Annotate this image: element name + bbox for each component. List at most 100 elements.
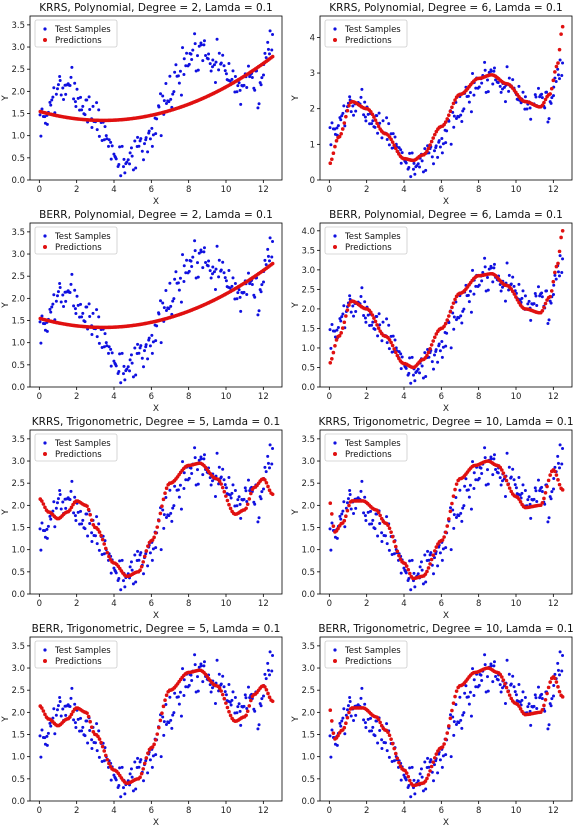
sample-point [130,154,134,158]
sample-point [489,664,493,668]
sample-point [348,488,352,492]
sample-point [231,276,235,280]
sample-point [552,477,556,481]
sample-point [517,84,521,88]
sample-point [209,276,213,280]
sample-point [511,674,515,678]
sample-point [264,56,268,60]
sample-point [97,108,101,112]
prediction-point [161,497,166,502]
prediction-point [249,491,253,496]
sample-point [58,281,62,285]
sample-point [377,111,381,115]
sample-point [59,507,63,511]
legend-label: Predictions [345,657,392,667]
prediction-point [448,109,453,114]
sample-point [217,51,221,55]
sample-point [540,490,544,494]
y-tick-label: 1.0 [301,546,315,556]
sample-point [97,522,101,526]
prediction-point [515,298,520,302]
y-tick-label: 2.5 [301,686,315,696]
sample-point [469,507,473,511]
sample-point [70,272,74,276]
sample-point [231,69,235,73]
prediction-point [559,32,563,36]
prediction-point [330,157,334,162]
sample-point [485,675,489,679]
prediction-point [404,771,409,775]
sample-point [399,161,403,165]
prediction-point [425,353,429,358]
prediction-point [390,343,395,348]
x-axis-label: X [443,404,449,414]
sample-point [162,306,166,310]
sample-point [104,134,108,138]
prediction-point [330,356,334,361]
prediction-point [247,497,252,501]
y-tick-label: 3.0 [11,43,25,53]
sample-point [189,259,193,263]
sample-point [370,122,374,126]
x-tick-label: 4 [401,806,406,816]
sample-point [223,483,227,487]
sample-point [46,731,50,735]
sample-point [499,483,503,487]
sample-point [217,672,221,676]
y-tick-label: 2.0 [11,87,25,97]
sample-point [243,486,247,490]
sample-point [486,482,490,486]
sample-point [549,704,553,708]
sample-point [354,713,358,717]
sample-point [354,310,358,314]
prediction-point [103,753,108,758]
sample-point [171,92,175,96]
sample-point [161,301,165,305]
sample-point [95,335,99,339]
prediction-point [404,564,409,568]
sample-point [479,673,483,677]
prediction-point [86,507,91,512]
sample-point [64,299,68,303]
prediction-point [334,338,339,342]
sample-point [139,137,143,141]
prediction-point [543,698,548,702]
sample-point [480,81,484,85]
sample-point [547,723,551,727]
sample-point [264,470,268,474]
sample-point [556,668,560,672]
sample-point [329,346,333,350]
sample-point [88,107,92,111]
sample-point [503,299,507,303]
sample-point [54,299,58,303]
legend-box [324,19,408,48]
sample-point [483,60,487,64]
chart-title: KRRS, Trigonometric, Degree = 5, Lamda =… [32,416,280,428]
sample-point [136,549,140,553]
sample-point [377,312,381,316]
sample-point [45,536,49,540]
sample-point [164,309,168,313]
x-tick-label: 12 [548,392,559,402]
prediction-point [160,504,164,509]
sample-point [430,360,434,364]
prediction-point [387,337,392,342]
sample-point [460,120,464,124]
sample-point [171,299,175,303]
sample-point [262,487,266,491]
y-tick-label: 4.0 [301,227,315,237]
sample-point [119,174,123,178]
sample-point [472,292,476,296]
sample-point [207,259,211,263]
sample-point [545,289,549,293]
sample-point [536,285,540,289]
sample-point [58,699,62,703]
sample-point [501,686,505,690]
chart-panel-krrs-trig-10: KRRS, Trigonometric, Degree = 10, Lamda … [290,414,580,621]
sample-point [95,749,99,753]
prediction-point [97,530,102,534]
sample-point [185,51,189,55]
prediction-point [337,134,342,139]
